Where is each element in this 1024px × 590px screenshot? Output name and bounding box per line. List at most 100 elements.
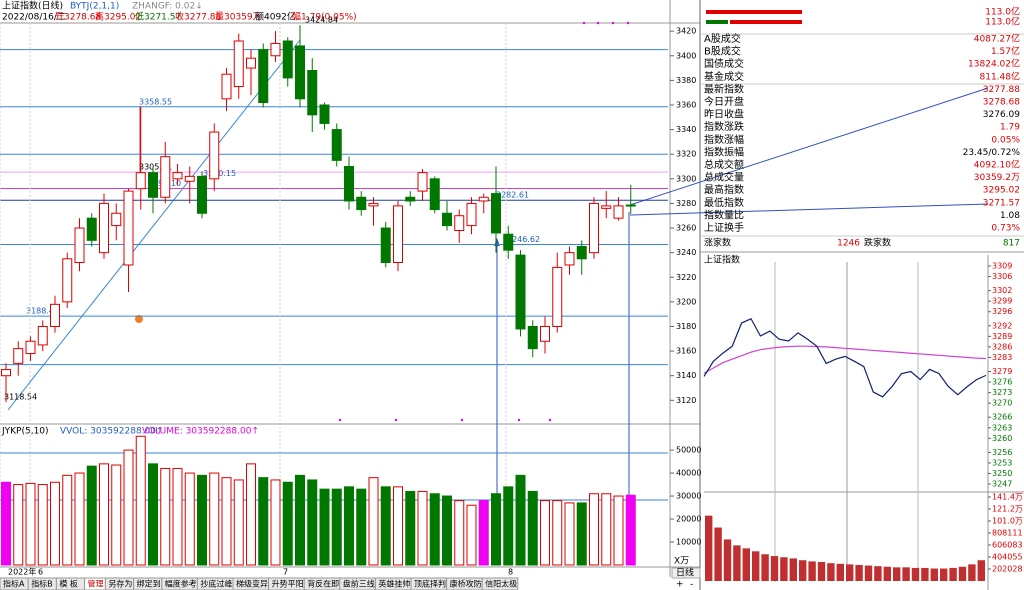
intraday-volume-bar [705, 515, 713, 581]
period-button[interactable] [671, 567, 701, 579]
stat-label: 今日开盘 [704, 95, 744, 108]
y-tick-label: 3286 [992, 342, 1012, 351]
intraday-volume-bar [883, 566, 891, 581]
x-tick-label: 7 [283, 568, 288, 577]
y-tick-label: 3270 [992, 399, 1012, 408]
volume-bar [356, 488, 367, 566]
tab-label: 另存为 [108, 579, 132, 589]
candle-body [331, 129, 342, 161]
x-tick-label: 6 [38, 568, 43, 577]
stat-label: 最低指数 [704, 196, 744, 209]
intraday-volume-bar [855, 564, 863, 581]
candle-body [405, 196, 416, 202]
volume-label: VOLUME: 303592288.00↑ [142, 427, 259, 437]
y-tick-label: 606083 [992, 541, 1023, 550]
y-tick-label: 808111 [992, 529, 1023, 538]
y-tick-label: 3253 [992, 458, 1012, 467]
y-tick-label: 3279 [992, 367, 1012, 376]
stat-value: 13824.02亿 [968, 58, 1020, 70]
candle-body [123, 190, 134, 266]
volume-bar [295, 474, 305, 566]
volume-bar [148, 463, 158, 566]
candle-body [503, 233, 514, 251]
volume-bar [429, 493, 440, 566]
y-tick-label: 3120 [676, 396, 696, 405]
volume-bar [86, 465, 97, 566]
x-tick-label: 2022年 [8, 567, 36, 577]
candle-body [172, 172, 183, 180]
y-tick-label: 30000 [676, 492, 701, 501]
stat-value: 1.08 [1000, 211, 1020, 221]
intraday-volume-bar [968, 564, 976, 581]
volume-bar [393, 486, 403, 566]
candle-body [601, 205, 612, 209]
candle-body [564, 252, 575, 266]
candle-body [74, 227, 85, 263]
y-tick-label: 3320 [676, 150, 696, 159]
y-tick-label: 3360 [676, 100, 696, 109]
stat-value: 3277.88 [983, 85, 1020, 95]
vvol-label: VVOL: 303592288.00↑ [60, 427, 164, 437]
stat-value: 1.57亿 [991, 45, 1020, 57]
volume-bar [172, 467, 183, 566]
volume-bar [466, 504, 477, 566]
intraday-volume-bar [799, 560, 807, 581]
intraday-volume-bar [827, 563, 835, 581]
y-tick-label: 3280 [676, 199, 696, 208]
volume-bar [405, 490, 416, 566]
candle-body [111, 212, 122, 227]
volume-bar [37, 484, 48, 566]
stat-label: 基金成交 [704, 70, 744, 83]
y-tick-label: 3260 [992, 434, 1012, 443]
zoom-out[interactable]: - [690, 580, 693, 590]
level-label: 3282.61 [496, 191, 529, 200]
y-tick-label: 3302 [992, 286, 1012, 295]
candle-body [417, 172, 428, 192]
y-tick-label: 3140 [676, 371, 696, 380]
volume-bar [246, 463, 256, 566]
y-tick-label: 3300 [676, 174, 696, 183]
y-tick-label: 3220 [676, 273, 696, 282]
y-tick-label: 3200 [676, 297, 696, 306]
volume-bar [50, 481, 60, 566]
tab-label: 抄底过峰 [200, 579, 232, 589]
volume-bar [515, 474, 526, 566]
volume-bar [540, 500, 550, 566]
volume-bar [123, 449, 134, 566]
zoom-in[interactable]: + [676, 580, 684, 590]
intraday-volume-bar [742, 548, 750, 581]
stat-label: 指数量比 [704, 208, 744, 221]
y-tick-label: 3250 [992, 469, 1012, 478]
volume-bar [13, 484, 24, 566]
volume-bar [368, 477, 379, 566]
volume-bar [478, 500, 489, 566]
y-tick-label: 3273 [992, 388, 1012, 397]
candle-body [282, 40, 293, 79]
candle-body [540, 325, 550, 342]
volume-bar [25, 482, 36, 566]
intraday-volume-bar [902, 567, 910, 581]
tab[interactable] [481, 577, 519, 590]
stat-value: 0.73% [991, 224, 1020, 234]
candle-body [221, 73, 232, 100]
intraday-volume-bar [808, 561, 816, 581]
volume-bar [1, 481, 11, 566]
turnover-bar [706, 10, 802, 14]
candle-body [62, 258, 73, 303]
intraday-volume-bar [930, 568, 938, 581]
y-tick-label: 3263 [992, 423, 1012, 432]
candle-body [258, 49, 269, 104]
candle-body [307, 70, 318, 116]
tab-label: 信阳太极 [485, 579, 517, 589]
chart-title: 上证指数(日线) [2, 0, 63, 12]
close: 收3277.88 [175, 11, 221, 23]
y-tick-label: 3276 [992, 378, 1012, 387]
stat-value: 1.79 [1000, 123, 1020, 133]
indicator: BYTJ(2,1,1) [70, 2, 119, 12]
candle-body [246, 57, 256, 69]
intraday-volume-bar [940, 568, 948, 581]
y-tick-label: 121.2万 [992, 505, 1023, 514]
volume-bar [576, 502, 587, 566]
stat-label: A股成交 [704, 32, 741, 45]
